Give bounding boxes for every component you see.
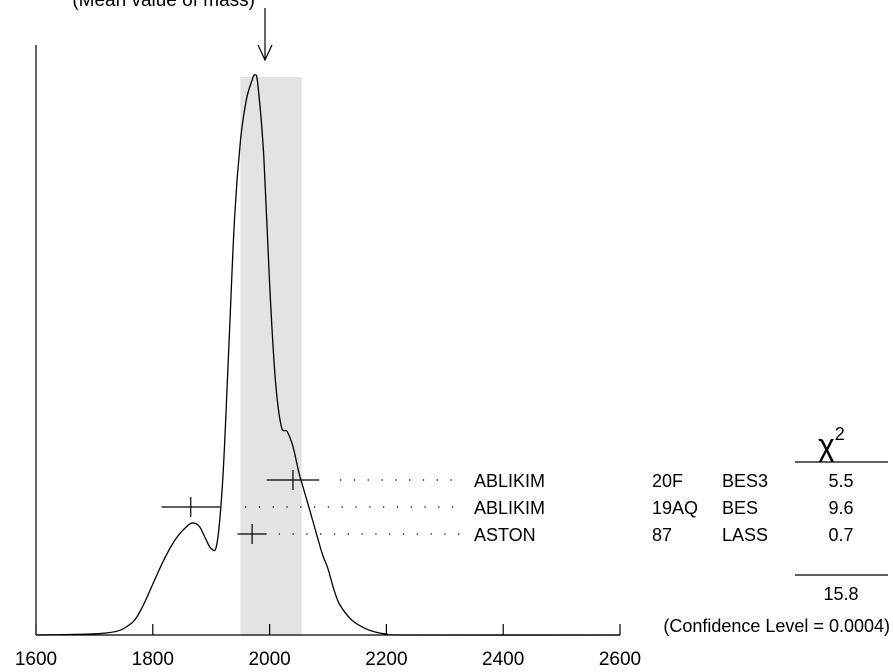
- x-tick-label: 2000: [248, 649, 290, 670]
- x-tick-label: 2200: [365, 649, 407, 670]
- measurement-experiment: BES3: [722, 471, 768, 491]
- measurement-experiment: LASS: [722, 525, 768, 545]
- measurement-author: ASTON: [474, 525, 536, 545]
- mean-label: (Mean value of mass): [72, 0, 255, 11]
- average-band: [240, 77, 302, 635]
- x-tick-label: 1600: [15, 649, 57, 670]
- measurement-author: ABLIKIM: [474, 498, 545, 518]
- mean-arrow-head: [257, 44, 273, 62]
- confidence-level: (Confidence Level = 0.0004): [663, 616, 890, 636]
- measurement-ref: 87: [652, 525, 672, 545]
- x-tick-label: 2600: [599, 649, 641, 670]
- measurement-ref: 19AQ: [652, 498, 698, 518]
- ideogram-curve: [35, 74, 621, 636]
- measurement-chi2: 0.7: [828, 525, 853, 545]
- measurement-author: ABLIKIM: [474, 471, 545, 491]
- measurement-experiment: BES: [722, 498, 758, 518]
- x-tick-label: 2400: [482, 649, 524, 670]
- measurement-ref: 20F: [652, 471, 683, 491]
- chi2-total: 15.8: [823, 584, 858, 604]
- x-tick-label: 1800: [132, 649, 174, 670]
- measurement-chi2: 5.5: [828, 471, 853, 491]
- chi2-header: χ2: [818, 424, 845, 463]
- measurement-chi2: 9.6: [828, 498, 853, 518]
